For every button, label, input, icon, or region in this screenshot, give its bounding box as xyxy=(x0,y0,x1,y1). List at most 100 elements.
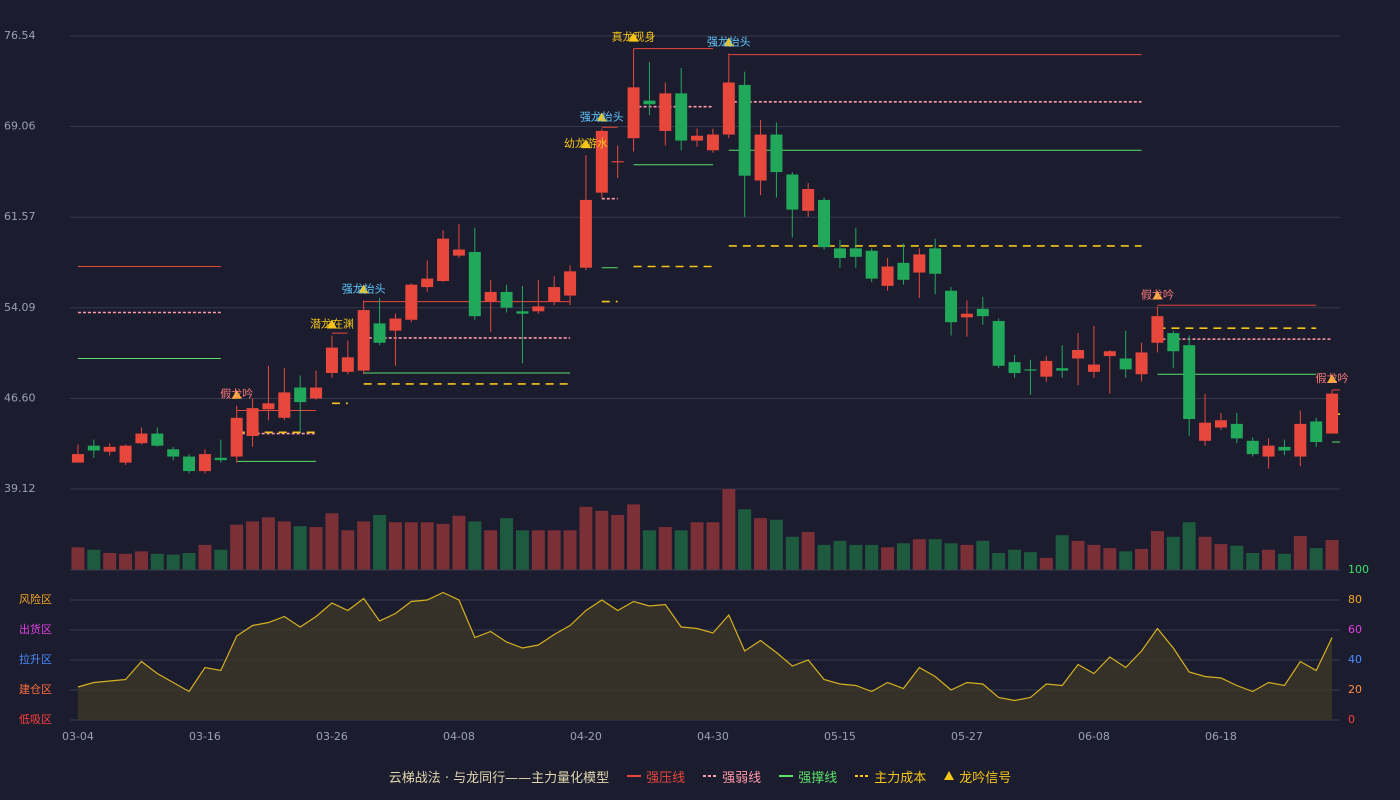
x-tick-label: 04-30 xyxy=(697,730,729,743)
candle-body xyxy=(611,161,624,163)
volume-bar xyxy=(865,544,879,570)
volume-bar xyxy=(1277,553,1291,570)
legend-label: 龙吟信号 xyxy=(959,770,1012,786)
candle-body xyxy=(484,291,497,302)
legend-item: 强压线 xyxy=(627,767,685,786)
candle-body xyxy=(278,392,291,418)
candle-body xyxy=(1151,316,1164,343)
volume-bar xyxy=(1182,522,1196,570)
candle-body xyxy=(1326,393,1339,434)
candle-body xyxy=(786,174,799,210)
candle-body xyxy=(230,417,243,457)
zone-label: 出货区 xyxy=(19,622,52,636)
x-tick-label: 05-15 xyxy=(824,730,856,743)
candle-body xyxy=(246,408,259,436)
volume-bar xyxy=(420,522,434,570)
candle-body xyxy=(1230,423,1243,439)
candle-body xyxy=(818,199,831,248)
volume-bar xyxy=(1150,531,1164,570)
legend-label: 主力成本 xyxy=(874,770,927,786)
candle-body xyxy=(71,454,84,463)
candle-body xyxy=(722,82,735,135)
volume-bar xyxy=(293,526,307,570)
volume-bar xyxy=(1262,549,1276,570)
candle-body xyxy=(87,445,100,451)
candle-body xyxy=(1024,369,1037,371)
candle-body xyxy=(1167,333,1180,352)
candle-body xyxy=(897,262,910,280)
volume-bar xyxy=(1103,548,1117,570)
volume-bar xyxy=(881,547,895,570)
candle-body xyxy=(341,357,354,372)
candle-body xyxy=(214,457,227,461)
volume-bar xyxy=(738,509,752,570)
candle-body xyxy=(1008,362,1021,374)
y-tick-label: 60 xyxy=(1348,623,1362,636)
signal-marker xyxy=(358,284,369,294)
volume-bar xyxy=(912,539,926,570)
y-tick-label: 100 xyxy=(1348,563,1369,576)
signal-marker xyxy=(1152,290,1163,300)
x-tick-label: 03-16 xyxy=(189,730,221,743)
candle-body xyxy=(881,266,894,286)
x-tick-label: 04-08 xyxy=(443,730,475,743)
x-tick-label: 06-18 xyxy=(1205,730,1237,743)
volume-bar xyxy=(103,552,117,570)
signal-label: 假龙吟 xyxy=(1141,287,1174,301)
candle-body xyxy=(1294,423,1307,457)
volume-bar xyxy=(87,549,101,570)
candle-body xyxy=(691,135,704,141)
candle-body xyxy=(833,248,846,259)
zone-label: 拉升区 xyxy=(19,652,52,666)
candle-body xyxy=(310,387,323,399)
legend-label: 强压线 xyxy=(646,770,686,786)
candle-body xyxy=(452,249,465,256)
y-tick-label: 80 xyxy=(1348,593,1362,606)
signal-label: 假龙吟 xyxy=(220,387,253,401)
candle-body xyxy=(595,130,608,193)
signal-marker xyxy=(231,389,242,399)
candle-body xyxy=(643,100,656,105)
signal-marker xyxy=(1327,373,1338,383)
candle-body xyxy=(167,449,180,457)
volume-bar xyxy=(341,530,355,570)
volume-bar xyxy=(246,521,260,570)
x-tick-label: 03-26 xyxy=(316,730,348,743)
candle-body xyxy=(992,320,1005,366)
signal-label: 真龙现身 xyxy=(612,30,656,44)
volume-bar xyxy=(642,530,656,570)
volume-bar xyxy=(404,522,418,570)
volume-bar xyxy=(182,552,196,570)
legend-label: 强撑线 xyxy=(798,770,838,786)
volume-bar xyxy=(515,530,529,570)
candle-body xyxy=(579,199,592,268)
y-tick-label: 39.12 xyxy=(4,482,36,495)
chart: 39.1246.6054.0961.5769.0676.54假龙吟潜龙在渊强龙抬… xyxy=(4,29,1369,743)
candle-body xyxy=(1135,352,1148,375)
signal-label: 潜龙在渊 xyxy=(310,316,354,330)
candle-body xyxy=(945,290,958,323)
candle-body xyxy=(103,446,116,452)
signal-marker xyxy=(326,319,337,329)
volume-bar xyxy=(547,530,561,570)
candle-body xyxy=(770,134,783,173)
volume-bar xyxy=(1230,545,1244,570)
volume-bar xyxy=(277,521,291,570)
candle-body xyxy=(706,134,719,151)
legend-swatch xyxy=(703,775,718,777)
volume-bar xyxy=(658,527,672,570)
volume-bar xyxy=(595,510,609,570)
candle-body xyxy=(659,93,672,131)
signal-label: 幼龙游水 xyxy=(564,137,608,150)
candle-body xyxy=(1214,420,1227,428)
candle-body xyxy=(1199,422,1212,441)
volume-bar xyxy=(1119,551,1133,570)
legend: 云梯战法 · 与龙同行——主力量化模型 强压线 强弱线 强撑线 主力成本 龙吟信号 xyxy=(0,766,1400,786)
candle-body xyxy=(960,313,973,318)
candle-body xyxy=(151,433,164,446)
area-fill xyxy=(77,592,1333,720)
volume-bar xyxy=(563,530,577,570)
legend-label: 强弱线 xyxy=(722,770,762,786)
volume-bar xyxy=(1214,544,1228,570)
legend-swatch xyxy=(779,775,794,777)
